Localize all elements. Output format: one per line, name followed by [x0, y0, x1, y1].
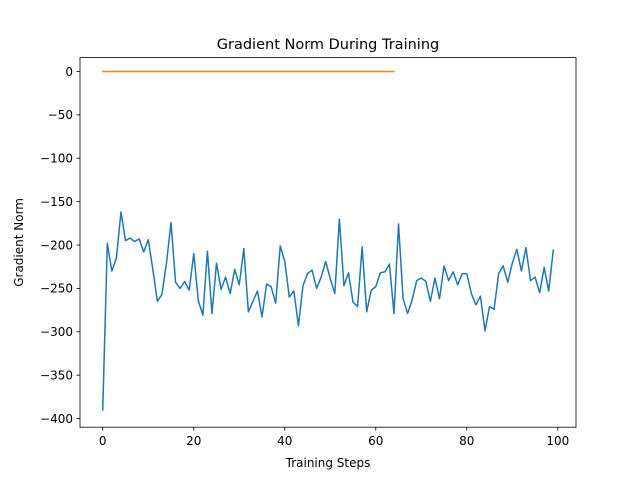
x-tick-label: 60 — [368, 434, 383, 448]
y-tick-label: −350 — [40, 368, 73, 382]
axes-frame — [79, 57, 577, 428]
y-axis-label: Gradient Norm — [12, 198, 26, 287]
y-tick-label: −200 — [40, 238, 73, 252]
axes-background — [80, 57, 576, 428]
x-tick-label: 80 — [459, 434, 474, 448]
y-tick-label: −300 — [40, 325, 73, 339]
plot-area — [80, 57, 576, 428]
series-line-1 — [101, 211, 555, 411]
x-tick-label: 100 — [546, 434, 569, 448]
x-tick-label: 40 — [277, 434, 292, 448]
y-tick-label: 0 — [65, 65, 73, 79]
x-tick-label: 0 — [99, 434, 107, 448]
y-tick-label: −100 — [40, 152, 73, 166]
y-tick-label: −150 — [40, 195, 73, 209]
y-tick-label: −400 — [40, 412, 73, 426]
y-tick-label: −50 — [48, 108, 73, 122]
x-axis-ticks: 0 20 40 60 80 100 — [99, 427, 569, 448]
series-layer — [101, 70, 555, 411]
chart-title: Gradient Norm During Training — [217, 37, 439, 53]
y-axis-ticks: 0 −50 −100 −150 −200 −250 −300 −350 −400 — [40, 65, 80, 426]
y-tick-label: −250 — [40, 282, 73, 296]
x-tick-label: 20 — [186, 434, 201, 448]
x-axis-label: Training Steps — [285, 456, 371, 470]
